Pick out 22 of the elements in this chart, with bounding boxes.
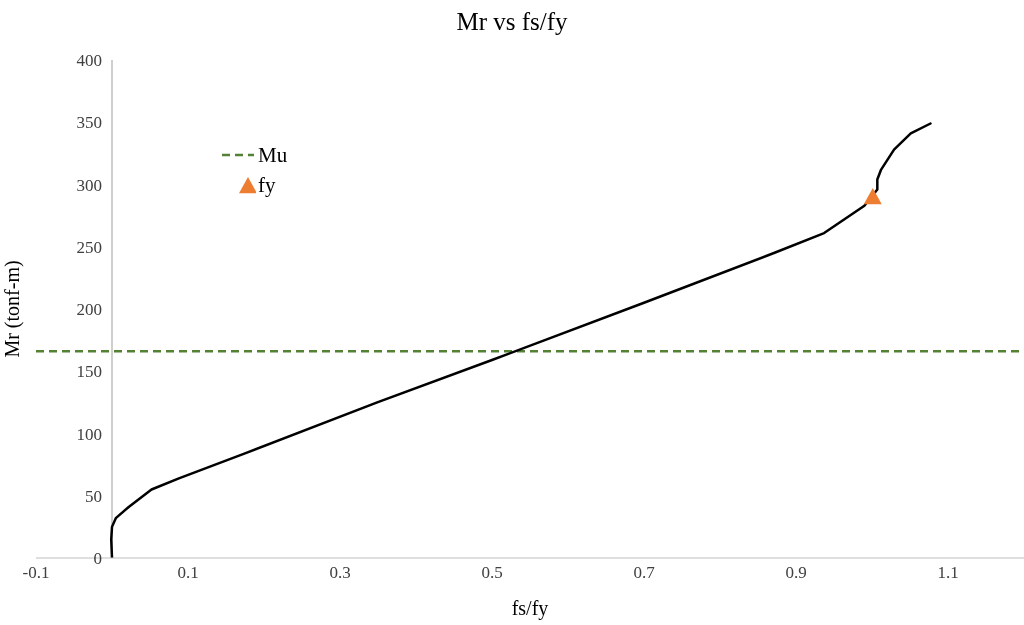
y-tick-label: 400: [76, 51, 102, 70]
y-tick-label: 100: [76, 424, 102, 444]
y-tick-label: 200: [76, 300, 102, 319]
chart-title: Mr vs fs/fy: [455, 8, 569, 36]
y-tick-label: 150: [76, 362, 102, 382]
x-tick-label: 0.3: [329, 563, 351, 583]
x-tick-label: 1.1: [937, 563, 959, 583]
legend-label: fy: [258, 172, 276, 198]
y-tick-label: 50: [85, 486, 102, 506]
line-series: [109, 122, 932, 558]
y-tick-label: 0: [93, 549, 102, 568]
y-tick-label: 250: [76, 237, 102, 257]
x-tick-label: 0.7: [633, 563, 656, 583]
y-tick-label: 300: [76, 175, 102, 195]
y-axis-title: Mr (tonf-m): [1, 260, 25, 358]
x-tick-label: 0.9: [785, 563, 807, 583]
y-tick-label: 350: [76, 113, 102, 133]
x-axis-title: fs/fy: [511, 597, 549, 620]
x-tick-label: 0.1: [177, 563, 199, 583]
legend-label: Mu: [258, 142, 288, 168]
x-tick-label: 0.5: [481, 563, 503, 583]
x-tick-label: -0.1: [22, 563, 50, 583]
